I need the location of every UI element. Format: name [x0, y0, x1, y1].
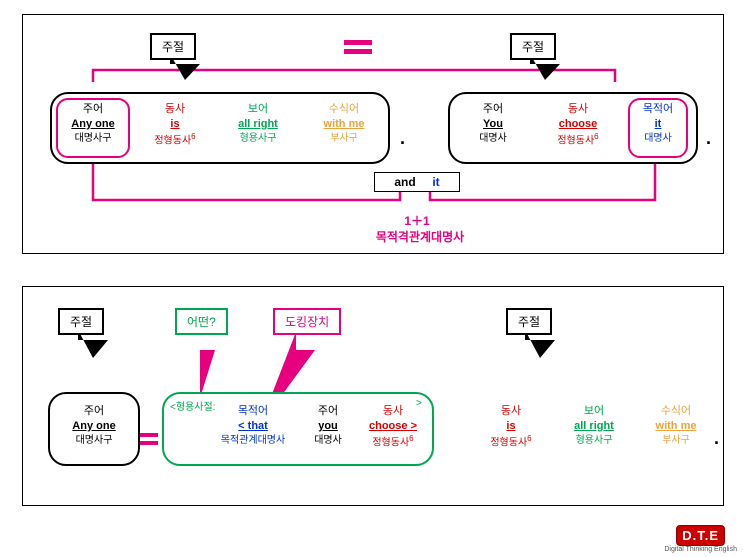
connector-box: and it: [374, 172, 460, 192]
role: 주어: [300, 404, 356, 419]
it-label: it: [432, 175, 439, 189]
col: 동사 is 정형동사6: [140, 102, 210, 148]
label: 도킹장치: [285, 315, 329, 329]
word: You: [460, 117, 526, 132]
gram: 정형동사6: [540, 132, 616, 148]
gram: 대명사구: [50, 434, 138, 448]
tag-main-clause-right-bottom: 주절: [506, 308, 552, 335]
col: 주어 you 대명사: [300, 404, 356, 447]
col: 목적어 < that 목적관계대명사: [208, 404, 298, 447]
col: 동사 is 정형동사6: [478, 404, 544, 450]
word: is: [140, 117, 210, 132]
gram: 부사구: [638, 434, 714, 448]
role: 주어: [460, 102, 526, 117]
gram: 정형동사6: [356, 434, 430, 450]
period: .: [400, 128, 405, 149]
period: .: [714, 428, 719, 449]
tag-which: 어떤?: [175, 308, 228, 335]
word: Any one: [56, 117, 130, 132]
word: with me: [306, 117, 382, 132]
role: 목적어: [628, 102, 688, 117]
label: 주절: [522, 40, 544, 54]
word: choose: [540, 117, 616, 132]
gram: 형용사구: [220, 132, 296, 146]
gram: 정형동사6: [478, 434, 544, 450]
gram: 대명사구: [56, 132, 130, 146]
word: with me: [638, 419, 714, 434]
tag-main-clause-left-top: 주절: [150, 33, 196, 60]
tag-docking: 도킹장치: [273, 308, 341, 335]
logo: D.T.E Digital Thinking English: [664, 525, 737, 553]
col: 동사 choose > 정형동사6: [356, 404, 430, 450]
role: 수식어: [638, 404, 714, 419]
col: 보어 all right 형용사구: [220, 102, 296, 145]
gram: 대명사: [628, 132, 688, 146]
col: 주어 Any one 대명사구: [50, 404, 138, 447]
gram: 부사구: [306, 132, 382, 146]
word: all right: [220, 117, 296, 132]
label: 주절: [518, 315, 540, 329]
role: 동사: [356, 404, 430, 419]
gram: 목적관계대명사: [208, 434, 298, 448]
role: 보어: [220, 102, 296, 117]
role: 목적어: [208, 404, 298, 419]
role: 주어: [50, 404, 138, 419]
label-rel-pronoun: 목적격관계대명사: [340, 228, 500, 245]
gram: 정형동사6: [140, 132, 210, 148]
role: 보어: [556, 404, 632, 419]
word: is: [478, 419, 544, 434]
gram: 형용사구: [556, 434, 632, 448]
logo-sub: Digital Thinking English: [664, 546, 737, 553]
word: all right: [556, 419, 632, 434]
word: choose >: [356, 419, 430, 434]
col: 동사 choose 정형동사6: [540, 102, 616, 148]
label: 주절: [70, 315, 92, 329]
col: 수식어 with me 부사구: [306, 102, 382, 145]
role: 동사: [140, 102, 210, 117]
role: 동사: [478, 404, 544, 419]
col: 보어 all right 형용사구: [556, 404, 632, 447]
period: .: [706, 128, 711, 149]
col: 수식어 with me 부사구: [638, 404, 714, 447]
tag-main-clause-left-bottom: 주절: [58, 308, 104, 335]
role: 수식어: [306, 102, 382, 117]
logo-text: D.T.E: [676, 525, 725, 546]
label-1plus1: 1＋1: [374, 212, 460, 229]
word: it: [628, 117, 688, 132]
label: 주절: [162, 40, 184, 54]
col: 주어 Any one 대명사구: [56, 102, 130, 145]
and-label: and: [394, 175, 415, 189]
gram: 대명사: [460, 132, 526, 146]
word: < that: [208, 419, 298, 434]
label: 어떤?: [187, 315, 216, 329]
gram: 대명사: [300, 434, 356, 448]
tag-main-clause-right-top: 주절: [510, 33, 556, 60]
word: you: [300, 419, 356, 434]
role: 주어: [56, 102, 130, 117]
col: 목적어 it 대명사: [628, 102, 688, 145]
col: 주어 You 대명사: [460, 102, 526, 145]
role: 동사: [540, 102, 616, 117]
word: Any one: [50, 419, 138, 434]
